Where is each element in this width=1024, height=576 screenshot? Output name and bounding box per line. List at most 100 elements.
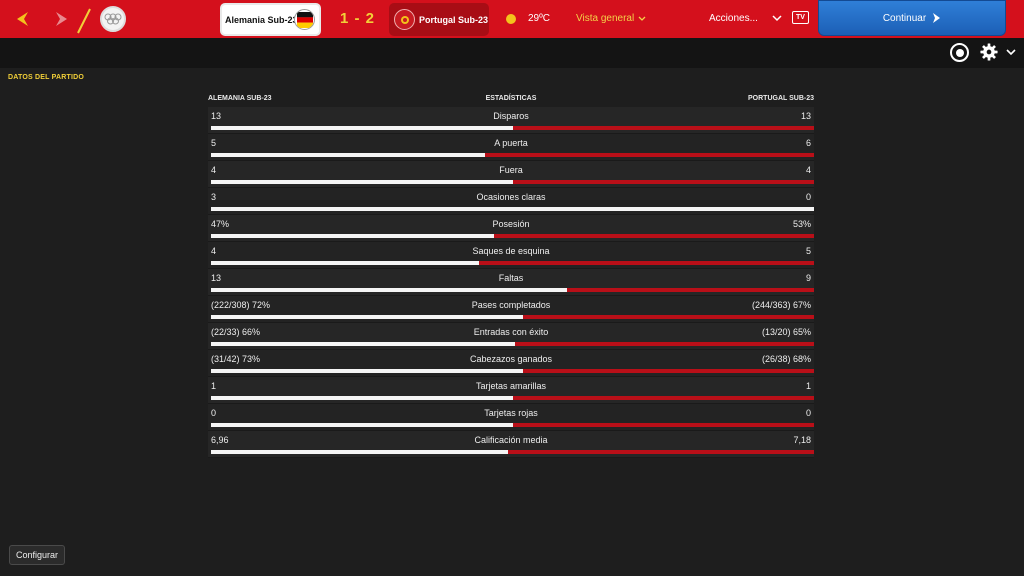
chevron-down-icon <box>772 15 782 22</box>
stat-home-share-fill <box>211 180 513 184</box>
stats-header-away: PORTUGAL SUB-23 <box>748 95 814 102</box>
stat-away-value: (244/363) 67% <box>751 300 811 310</box>
stat-home-share-fill <box>211 369 524 373</box>
stat-row: (22/33) 66% Entradas con éxito (13/20) 65% <box>208 323 814 350</box>
stat-home-value: 3 <box>211 192 217 202</box>
chevron-down-icon[interactable] <box>1005 46 1017 58</box>
stat-row: 4 Fuera 4 <box>208 161 814 188</box>
stat-home-value: 4 <box>211 246 217 256</box>
home-team-button[interactable]: Alemania Sub-23 <box>220 3 321 36</box>
stat-home-value: 13 <box>211 273 222 283</box>
stat-home-value: (31/42) 73% <box>211 354 261 364</box>
stat-row: 0 Tarjetas rojas 0 <box>208 404 814 431</box>
stat-label: Ocasiones claras <box>476 192 546 202</box>
stat-row: 3 Ocasiones claras 0 <box>208 188 814 215</box>
stat-home-share-fill <box>211 153 486 157</box>
stat-comparison-bar <box>211 450 814 454</box>
stat-comparison-bar <box>211 180 814 184</box>
stat-comparison-bar <box>211 234 814 238</box>
stat-home-share-fill <box>211 234 495 238</box>
stats-table: 13 Disparos 13 5 A puerta 6 4 Fuera 4 3 Ocasiones … <box>208 107 814 458</box>
stat-row: 6,96 Calificación media 7,18 <box>208 431 814 458</box>
away-team-name: Portugal Sub-23 <box>419 14 489 25</box>
stat-home-value: 5 <box>211 138 217 148</box>
forward-arrow-icon[interactable] <box>50 8 72 30</box>
stat-home-value: (22/33) 66% <box>211 327 261 337</box>
actions-menu-label: Acciones... <box>709 13 758 24</box>
stat-row: 13 Faltas 9 <box>208 269 814 296</box>
stat-row: (222/308) 72% Pases completados (244/363) … <box>208 296 814 323</box>
stat-label: Faltas <box>498 273 524 283</box>
stat-away-value: 13 <box>800 111 811 121</box>
stat-label: Cabezazos ganados <box>469 354 553 364</box>
stat-away-value: 7,18 <box>793 435 811 445</box>
stat-home-share-fill <box>211 207 814 211</box>
stat-label: Calificación media <box>474 435 548 445</box>
tv-icon[interactable]: TV <box>792 11 809 24</box>
stat-row: 5 A puerta 6 <box>208 134 814 161</box>
section-title: DATOS DEL PARTIDO <box>8 74 84 81</box>
stat-row: (31/42) 73% Cabezazos ganados (26/38) 68% <box>208 350 814 377</box>
stat-row: 4 Saques de esquina 5 <box>208 242 814 269</box>
chevron-right-icon <box>933 13 941 23</box>
gear-icon[interactable] <box>980 43 998 61</box>
stat-home-value: 4 <box>211 165 217 175</box>
sun-icon <box>506 14 516 24</box>
competition-logo-icon[interactable] <box>100 6 126 32</box>
stat-label: Entradas con éxito <box>473 327 549 337</box>
temperature: 29ºC <box>528 13 550 24</box>
continue-button[interactable]: Continuar <box>818 0 1006 36</box>
actions-menu[interactable]: Acciones... <box>709 13 782 24</box>
stat-away-value: 6 <box>805 138 811 148</box>
away-team-button[interactable]: Portugal Sub-23 <box>389 3 489 36</box>
stat-row: 47% Posesión 53% <box>208 215 814 242</box>
stat-label: A puerta <box>494 138 528 148</box>
stat-home-value: (222/308) 72% <box>211 300 271 310</box>
stats-header: ALEMANIA SUB-23 ESTADÍSTICAS PORTUGAL SU… <box>208 95 814 107</box>
stat-label: Saques de esquina <box>472 246 550 256</box>
portugal-flag-icon <box>394 9 415 30</box>
stat-away-value: 0 <box>805 192 811 202</box>
stat-label: Tarjetas rojas <box>484 408 538 418</box>
view-menu-label: Vista general <box>576 13 635 24</box>
stat-away-value: 53% <box>792 219 811 229</box>
stats-header-home: ALEMANIA SUB-23 <box>208 95 272 102</box>
stat-away-value: 5 <box>805 246 811 256</box>
configure-button[interactable]: Configurar <box>9 545 65 565</box>
stat-home-share-fill <box>211 288 567 292</box>
stat-home-value: 47% <box>211 219 230 229</box>
home-team-name: Alemania Sub-23 <box>225 14 298 25</box>
stat-away-value: 9 <box>805 273 811 283</box>
stat-home-value: 1 <box>211 381 217 391</box>
stat-comparison-bar <box>211 207 814 211</box>
stat-comparison-bar <box>211 288 814 292</box>
record-icon[interactable] <box>950 43 969 62</box>
sub-toolbar <box>0 38 1024 68</box>
stat-home-value: 13 <box>211 111 222 121</box>
stat-label: Posesión <box>492 219 530 229</box>
stat-home-share-fill <box>211 315 524 319</box>
stat-row: 1 Tarjetas amarillas 1 <box>208 377 814 404</box>
stat-comparison-bar <box>211 261 814 265</box>
stat-home-share-fill <box>211 396 513 400</box>
divider-slash <box>77 8 91 34</box>
stat-home-share-fill <box>211 126 513 130</box>
stat-comparison-bar <box>211 396 814 400</box>
stat-comparison-bar <box>211 342 814 346</box>
stat-label: Fuera <box>499 165 523 175</box>
stat-comparison-bar <box>211 369 814 373</box>
chevron-down-icon <box>638 16 646 21</box>
view-menu[interactable]: Vista general <box>576 13 646 24</box>
stat-label: Tarjetas amarillas <box>475 381 547 391</box>
stat-row: 13 Disparos 13 <box>208 107 814 134</box>
stat-away-value: 1 <box>805 381 811 391</box>
stat-comparison-bar <box>211 153 814 157</box>
germany-flag-icon <box>294 9 315 30</box>
top-bar: Alemania Sub-23 1 - 2 Portugal Sub-23 29… <box>0 0 1024 38</box>
stat-home-share-fill <box>211 450 508 454</box>
back-arrow-icon[interactable] <box>12 8 34 30</box>
stat-label: Disparos <box>493 111 529 121</box>
stat-away-value: (13/20) 65% <box>761 327 811 337</box>
stats-header-title: ESTADÍSTICAS <box>485 95 537 102</box>
stat-comparison-bar <box>211 126 814 130</box>
